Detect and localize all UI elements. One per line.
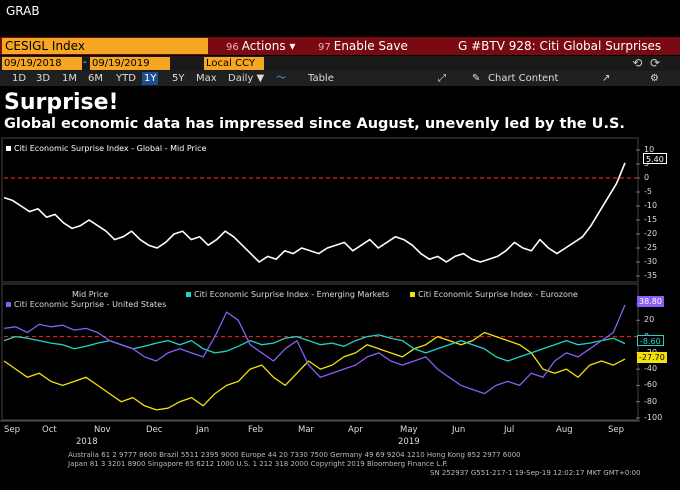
last-value-global: 5.40 [643,153,667,164]
redo-icon[interactable]: ⟳ [649,56,660,70]
legend-ez-label: Citi Economic Surprise Index - Eurozone [418,290,578,299]
legend-global-label: Citi Economic Surprise Index - Global - … [14,144,207,153]
actions-label: Actions ▾ [241,39,296,53]
y-tick-label: -15 [644,215,658,224]
headline: Surprise! [4,90,119,115]
legend-global: Citi Economic Surprise Index - Global - … [6,144,206,153]
legend-em-label: Citi Economic Surprise Index - Emerging … [194,290,390,299]
actions-button[interactable]: 96 Actions ▾ [226,38,295,54]
y-tick-label: -30 [644,257,658,266]
ticker-input[interactable]: CESIGL Index [2,38,208,54]
x-tick: Oct [42,425,57,435]
legend-us: Citi Economic Surprise - United States [6,300,166,309]
enable-save-label: Enable Save [333,39,408,53]
table-button[interactable]: Table [308,73,334,84]
y-tick-label: -40 [644,364,658,374]
legend-global-swatch [6,146,11,151]
x-tick: Aug [556,425,573,435]
footer-line1: Australia 61 2 9777 8600 Brazil 5511 239… [68,451,521,459]
x-tick: May [400,425,418,435]
series-line [3,334,626,362]
range-3d[interactable]: 3D [36,73,51,84]
x-year-2018: 2018 [76,437,98,447]
end-date-field[interactable]: 09/19/2019 [90,57,170,70]
range-1m[interactable]: 1M [62,73,77,84]
x-tick: Dec [146,425,163,435]
currency-select[interactable]: Local CCY [204,57,264,70]
start-date-field[interactable]: 09/19/2018 [2,57,82,70]
last-value-us: 38.80 [637,296,664,307]
series-line [3,331,626,411]
enable-save-button[interactable]: 97 Enable Save [318,38,408,54]
legend-us-swatch [6,302,11,307]
share-icon[interactable]: ↗ [602,73,611,84]
y-tick-label: -60 [644,380,658,390]
range-bar [0,71,680,86]
app-title: GRAB [6,4,40,18]
x-tick: Sep [608,425,625,435]
lower-panel-label: Mid Price [72,290,109,299]
frequency-select[interactable]: Daily ▼ [228,73,265,84]
panel-frame [1,137,639,283]
legend-em-swatch [186,292,191,297]
chart-content-icon[interactable]: ✎ [472,73,481,84]
line-chart-icon[interactable]: 〜 [276,73,286,84]
date-separator: - [83,57,87,68]
series-line [3,162,626,263]
last-value-ez: -27.70 [637,352,667,363]
zoom-icon[interactable]: ⤢ [438,73,446,84]
footer-line2: Japan 81 3 3201 8900 Singapore 65 6212 1… [68,460,448,468]
footer-line3: SN 252937 G551-217-1 19-Sep-19 12:02:17 … [430,469,641,477]
x-tick: Nov [94,425,111,435]
x-tick: Mar [298,425,315,435]
range-1y[interactable]: 1Y [142,72,159,85]
legend-ez-swatch [410,292,415,297]
last-value-em: -8.60 [637,335,664,346]
y-tick-label: -25 [644,243,658,252]
actions-number: 96 [226,42,239,53]
x-tick: Jan [196,425,210,435]
y-tick-label: -20 [644,229,658,238]
nav-icons[interactable]: ⟲ ⟳ [632,56,660,70]
y-tick-label: -5 [644,187,652,196]
subheadline: Global economic data has impressed since… [4,116,625,132]
legend-ez: Citi Economic Surprise Index - Eurozone [410,290,578,299]
settings-icon[interactable]: ⚙ [650,73,659,84]
x-tick: Jul [504,425,515,435]
x-tick: Sep [4,425,21,435]
x-year-2019: 2019 [398,437,420,447]
page-title: G #BTV 928: Citi Global Surprises [458,39,662,53]
range-5y[interactable]: 5Y [172,73,185,84]
y-tick-label: 10 [644,145,655,154]
x-tick: Jun [452,425,466,435]
legend-em: Citi Economic Surprise Index - Emerging … [186,290,389,299]
series-line [3,304,626,395]
y-tick-label: -35 [644,271,658,280]
x-tick: Feb [248,425,264,435]
y-tick-label: -100 [644,413,663,422]
enable-save-number: 97 [318,42,331,53]
range-max[interactable]: Max [196,73,217,84]
range-6m[interactable]: 6M [88,73,103,84]
y-tick-label: 0 [644,173,650,182]
range-1d[interactable]: 1D [12,73,27,84]
undo-icon[interactable]: ⟲ [632,56,643,70]
y-tick-label: -80 [644,396,658,406]
chart-content-button[interactable]: Chart Content [488,73,559,84]
x-tick: Apr [348,425,363,435]
range-ytd[interactable]: YTD [116,73,136,84]
legend-us-label: Citi Economic Surprise - United States [14,300,167,309]
y-tick-label: -10 [644,201,658,210]
date-bar [0,56,680,71]
y-tick-label: 20 [644,315,655,325]
